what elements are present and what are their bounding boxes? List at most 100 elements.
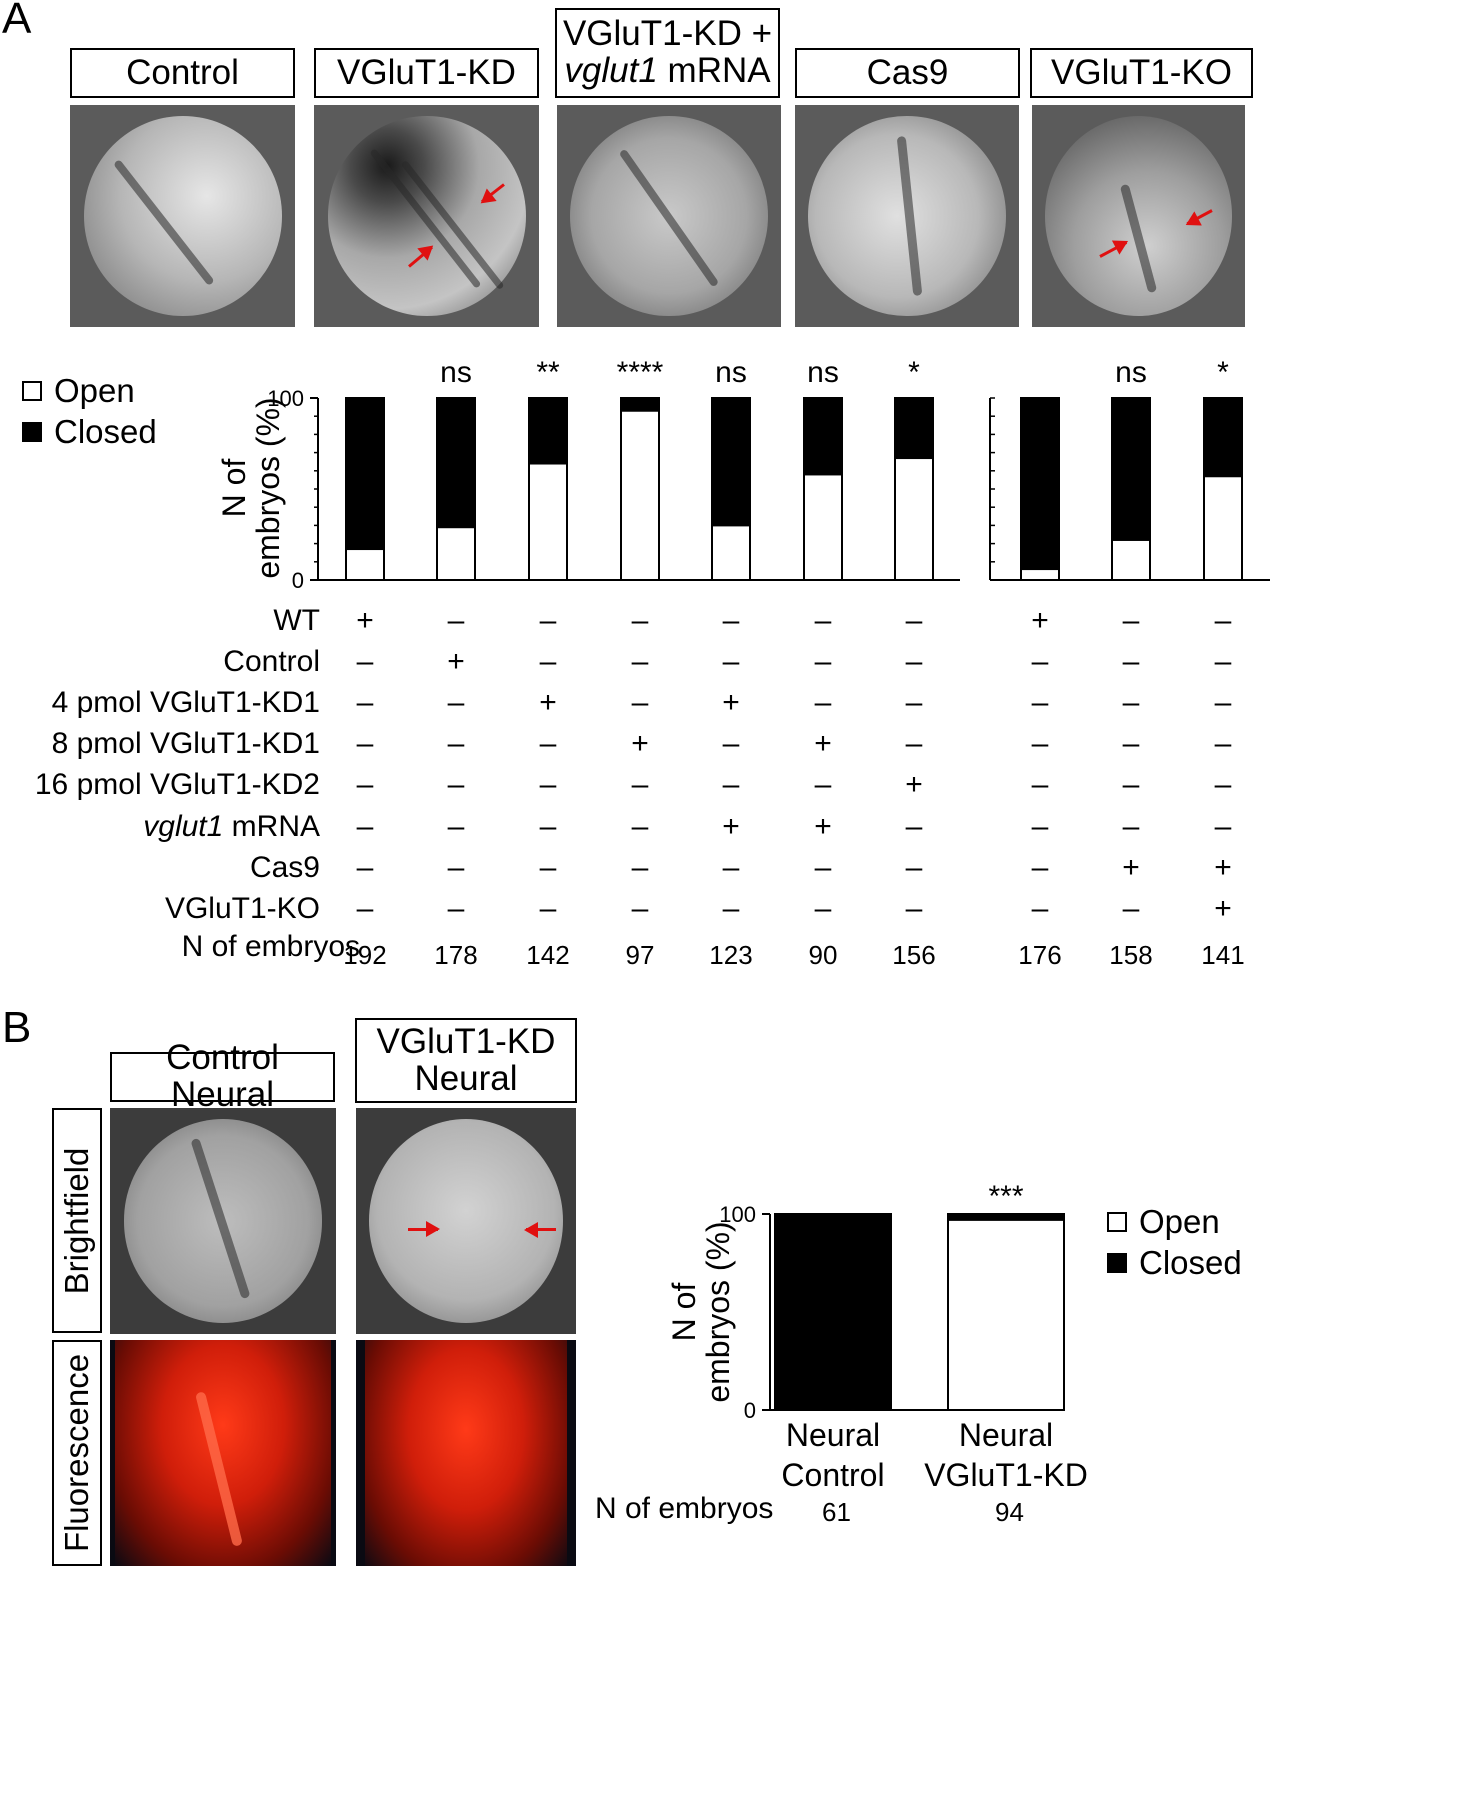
chart-a-significance: * xyxy=(908,356,920,389)
y-axis-label-b: N ofembryos (%) xyxy=(666,1221,736,1402)
label-control-neural-text: Control Neural xyxy=(166,1038,279,1114)
legend-open-a: Open xyxy=(22,372,135,410)
n-embryos-label-b: N of embryos xyxy=(595,1492,774,1525)
y-axis-label-line2: embryos (%) xyxy=(250,397,286,578)
table-cell: – xyxy=(356,810,374,843)
table-cell: + xyxy=(905,768,923,801)
table-cell: – xyxy=(1122,810,1140,843)
table-cell: – xyxy=(631,768,649,801)
y-tick-label-a: 100 xyxy=(267,386,304,411)
table-cell: – xyxy=(356,851,374,884)
label-vglut1-kd-text: VGluT1-KD xyxy=(337,52,516,92)
x-tick-label-b: Neural xyxy=(786,1417,880,1453)
chart-b-bar-open xyxy=(774,1407,892,1412)
legend-open-swatch xyxy=(22,381,42,401)
table-cell: – xyxy=(1122,645,1140,678)
n-embryos-b-1: 61 xyxy=(822,1497,851,1527)
table-cell: – xyxy=(722,645,740,678)
n-embryos-value: 141 xyxy=(1201,940,1245,970)
embryo-image-vglut1-kd xyxy=(314,105,539,327)
table-cell: – xyxy=(722,892,740,925)
legend-closed-swatch-b xyxy=(1107,1253,1127,1273)
table-cell: + xyxy=(539,686,557,719)
chart-a-bar-open xyxy=(803,473,843,581)
label-rescue-line2: vglut1 mRNA xyxy=(564,52,770,90)
table-cell: – xyxy=(1214,727,1232,760)
table-cell: – xyxy=(905,851,923,884)
table-cell: – xyxy=(631,686,649,719)
row-label: 4 pmol VGluT1-KD1 xyxy=(51,686,320,719)
table-cell: – xyxy=(356,645,374,678)
table-cell: + xyxy=(722,810,740,843)
n-embryos-b-2: 94 xyxy=(995,1497,1024,1527)
table-cell: – xyxy=(356,768,374,801)
table-cell: – xyxy=(631,604,649,637)
row-label: 8 pmol VGluT1-KD1 xyxy=(51,727,320,760)
table-cell: – xyxy=(814,768,832,801)
chart-a-bar-open xyxy=(528,462,568,581)
label-control-neural: Control Neural xyxy=(110,1039,335,1113)
table-cell: – xyxy=(1031,810,1049,843)
row-label-italic: vglut1 xyxy=(143,810,224,843)
table-cell: – xyxy=(1031,727,1049,760)
x-tick-label-b: VGluT1-KD xyxy=(924,1457,1088,1493)
table-cell: + xyxy=(722,686,740,719)
table-cell: – xyxy=(539,645,557,678)
y-tick-label-b: 0 xyxy=(744,1398,756,1423)
panel-b-letter: B xyxy=(2,1003,32,1052)
row-label-fluorescence: Fluorescence xyxy=(52,1340,102,1566)
row-label: 16 pmol VGluT1-KD2 xyxy=(34,768,320,801)
chart-a-significance: ns xyxy=(440,356,472,389)
embryo-fluorescence-vglut1-kd xyxy=(356,1340,576,1566)
label-vglut1-kd-neural: VGluT1-KD Neural xyxy=(355,1018,577,1103)
chart-a-bar-open xyxy=(436,526,476,581)
x-tick-label-b: Control xyxy=(781,1457,884,1493)
table-cell: – xyxy=(1122,686,1140,719)
table-cell: – xyxy=(356,892,374,925)
table-cell: – xyxy=(447,727,465,760)
chart-a2-bar-closed xyxy=(1111,397,1151,541)
table-cell: – xyxy=(814,645,832,678)
embryo-image-control xyxy=(70,105,295,327)
row-label-brightfield: Brightfield xyxy=(52,1108,102,1333)
label-kd-neural-line2: Neural xyxy=(414,1058,518,1098)
table-cell: – xyxy=(1122,892,1140,925)
n-embryos-value: 192 xyxy=(343,940,387,970)
table-cell: – xyxy=(1214,686,1232,719)
table-cell: – xyxy=(447,851,465,884)
table-cell: – xyxy=(905,727,923,760)
table-cell: – xyxy=(447,768,465,801)
n-embryos-value: 123 xyxy=(709,940,753,970)
chart-a2-bar-closed xyxy=(1203,397,1243,478)
table-cell: – xyxy=(1031,851,1049,884)
chart-a2-bar-closed xyxy=(1020,397,1060,571)
n-embryos-value: 156 xyxy=(892,940,936,970)
legend-closed-label: Closed xyxy=(54,413,157,450)
n-embryos-value: 158 xyxy=(1109,940,1153,970)
table-cell: – xyxy=(1214,768,1232,801)
n-embryos-value: 97 xyxy=(625,940,655,970)
n-embryos-value: 142 xyxy=(526,940,570,970)
chart-b-bar-closed xyxy=(774,1213,892,1410)
table-cell: – xyxy=(539,851,557,884)
table-cell: – xyxy=(1031,768,1049,801)
table-cell: – xyxy=(722,768,740,801)
table-cell: – xyxy=(905,604,923,637)
embryo-image-cas9 xyxy=(795,105,1019,327)
n-embryos-value: 90 xyxy=(808,940,838,970)
table-cell: – xyxy=(722,604,740,637)
legend-closed-swatch xyxy=(22,422,42,442)
table-cell: – xyxy=(1122,768,1140,801)
row-label: vglut1 mRNA xyxy=(143,810,320,844)
chart-a2-bar-open xyxy=(1203,475,1243,581)
chart-a-significance: ns xyxy=(807,356,839,389)
table-cell: – xyxy=(814,604,832,637)
n-embryos-label-a: N of embryos xyxy=(181,930,360,963)
table-cell: + xyxy=(814,810,832,843)
chart-a2-significance: * xyxy=(1217,356,1229,389)
table-cell: – xyxy=(1122,727,1140,760)
embryo-brightfield-control xyxy=(110,1108,336,1334)
chart-a-bar-open xyxy=(345,548,385,581)
table-cell: + xyxy=(447,645,465,678)
